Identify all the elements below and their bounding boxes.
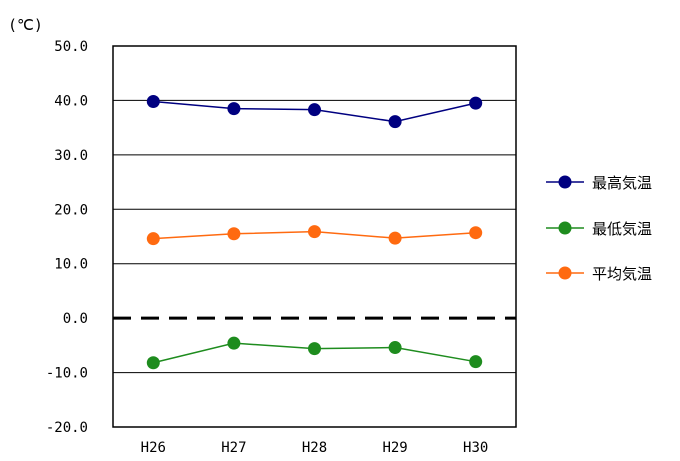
data-point (308, 103, 321, 117)
legend-label: 最低気温 (592, 220, 652, 238)
data-point (146, 232, 160, 246)
series-1 (146, 95, 483, 129)
y-tick-label: 10.0 (54, 257, 88, 273)
data-point (227, 227, 241, 241)
data-point (146, 356, 160, 370)
legend-item-2: 最低気温 (546, 220, 652, 238)
data-point (469, 226, 483, 240)
plot-frame (112, 45, 517, 428)
y-tick-label: 40.0 (54, 93, 88, 109)
y-tick-label: -10.0 (46, 366, 88, 382)
series-3 (146, 225, 483, 246)
x-tick-label: H27 (221, 440, 246, 456)
legend-swatch-marker (558, 175, 572, 189)
x-tick-label: H26 (141, 440, 166, 456)
legend-item-1: 最高気温 (546, 174, 652, 192)
x-tick-label: H30 (463, 440, 488, 456)
y-axis: 50.0 40.0 30.0 20.0 10.0 0.0 -10.0 -20.0 (46, 39, 88, 436)
x-tick-label: H29 (382, 440, 407, 456)
y-tick-label: -20.0 (46, 420, 88, 436)
data-point (469, 96, 483, 110)
data-point (308, 342, 321, 356)
series-2 (146, 336, 483, 370)
legend-label: 最高気温 (592, 174, 652, 192)
y-unit-label: (℃) (8, 16, 43, 34)
data-point (388, 231, 402, 245)
data-point (388, 341, 402, 355)
x-axis: H26 H27 H28 H29 H30 (141, 440, 489, 456)
data-point (227, 336, 241, 350)
y-tick-label: 50.0 (54, 39, 88, 55)
legend-swatch-marker (558, 221, 572, 235)
y-tick-label: 0.0 (63, 311, 88, 327)
legend-item-3: 平均気温 (546, 265, 652, 283)
y-tick-label: 20.0 (54, 202, 88, 218)
y-tick-label: 30.0 (54, 148, 88, 164)
data-point (146, 95, 160, 109)
series-lines (146, 95, 483, 370)
legend-label: 平均気温 (592, 265, 652, 283)
legend-swatch-marker (558, 266, 572, 280)
data-point (388, 115, 402, 129)
x-tick-label: H28 (302, 440, 327, 456)
data-point (227, 102, 241, 116)
data-point (469, 355, 483, 369)
gridlines (113, 99, 516, 374)
data-point (308, 225, 321, 239)
